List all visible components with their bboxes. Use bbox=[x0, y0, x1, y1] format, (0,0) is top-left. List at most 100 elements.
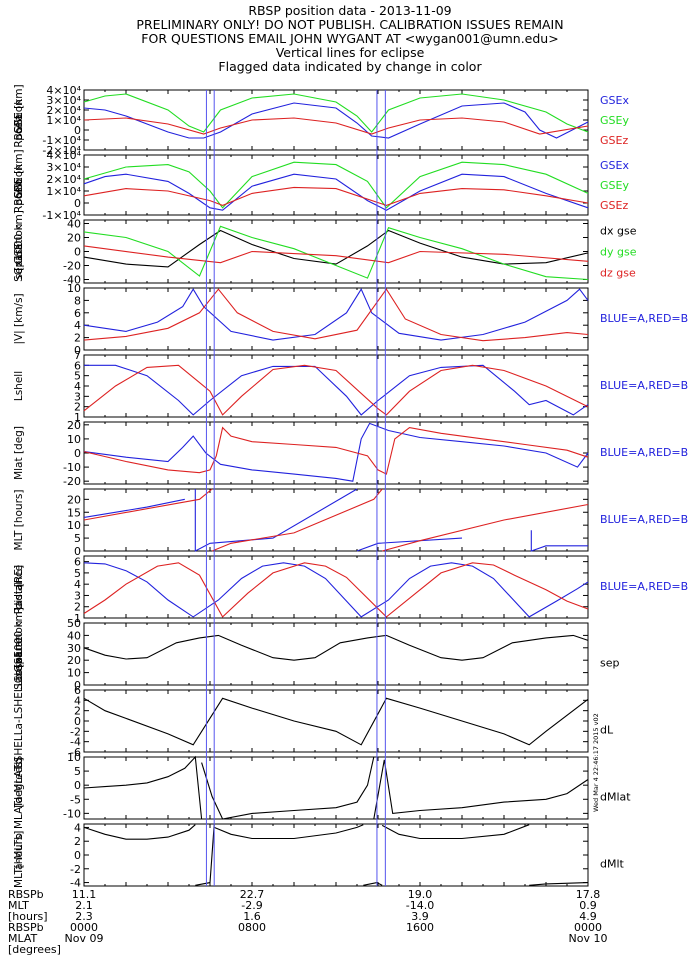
footer-value: 4.9 bbox=[579, 910, 597, 923]
y-axis-label-line: RBSPa bbox=[13, 114, 25, 147]
y-tick-label: 10 bbox=[67, 433, 81, 446]
footer-value: 22.7 bbox=[239, 888, 265, 901]
timestamp-stamp: Wed Mar 4 22:46:17 2015 v02 bbox=[592, 713, 600, 812]
panel-frame bbox=[83, 488, 589, 552]
y-tick-label: 3×10⁴ bbox=[46, 161, 81, 174]
y-tick-label: 10 bbox=[67, 751, 81, 764]
y-tick-label: 40 bbox=[67, 629, 81, 642]
footer-row-label: MLT bbox=[8, 899, 29, 912]
footer-value: Nov 09 bbox=[64, 932, 104, 945]
panel-11: 420-2-4 MLTa-MLTb[hours] dMlt bbox=[13, 821, 625, 889]
y-axis-label-line: SC GSE bbox=[13, 651, 25, 690]
y-tick-label: 5 bbox=[74, 370, 81, 383]
series-line-GSEx bbox=[83, 173, 589, 211]
y-tick-label: -1×10⁴ bbox=[42, 134, 81, 147]
y-tick-label: 10 bbox=[67, 282, 81, 295]
y-tick-label: -1×10⁴ bbox=[42, 209, 81, 222]
footer-value: -14.0 bbox=[405, 899, 435, 912]
y-tick-label: 20 bbox=[67, 493, 81, 506]
y-tick-label: -4 bbox=[70, 877, 81, 890]
header-contact: FOR QUESTIONS EMAIL JOHN WYGANT AT <wyga… bbox=[141, 31, 559, 46]
footer-value: 17.8 bbox=[575, 888, 601, 901]
y-tick-label: 0 bbox=[74, 124, 81, 137]
y-tick-label: 3 bbox=[74, 589, 81, 602]
y-tick-label: 3 bbox=[74, 390, 81, 403]
y-tick-label: 2×10⁴ bbox=[46, 104, 81, 117]
y-axis-label-line: MLATa-MLATb bbox=[13, 758, 25, 829]
y-tick-label: 20 bbox=[67, 419, 81, 432]
footer-value: 1600 bbox=[406, 921, 434, 934]
y-tick-label: 6 bbox=[74, 684, 81, 697]
footer-row-label: RBSPb bbox=[8, 921, 44, 934]
y-tick-label: -10 bbox=[63, 461, 81, 474]
y-tick-label: 4 bbox=[74, 694, 81, 707]
y-tick-label: 20 bbox=[67, 654, 81, 667]
legend-entry: GSEx bbox=[600, 159, 629, 172]
header-eclipse-note: Vertical lines for eclipse bbox=[275, 45, 425, 60]
chart-title: RBSP position data - 2013-11-09 bbox=[248, 3, 452, 18]
y-tick-label: 4 bbox=[74, 380, 81, 393]
y-tick-label: -2×10⁴ bbox=[42, 144, 81, 157]
footer-value: 0.9 bbox=[579, 899, 597, 912]
y-tick-label: 6 bbox=[74, 307, 81, 320]
y-tick-label: 0 bbox=[74, 779, 81, 792]
y-tick-label: 5 bbox=[74, 532, 81, 545]
y-tick-label: -5 bbox=[70, 793, 81, 806]
footer-value: 2.3 bbox=[75, 910, 93, 923]
y-tick-label: 0 bbox=[74, 715, 81, 728]
y-tick-label: 40 bbox=[67, 218, 81, 231]
series-line-B bbox=[83, 562, 589, 618]
panel-frame bbox=[83, 689, 589, 753]
y-axis-label: Radialdistance[RE] bbox=[13, 565, 25, 614]
legend-entry: dx gse bbox=[600, 225, 637, 238]
y-tick-label: 7 bbox=[74, 349, 81, 362]
legend-entry: BLUE=A,RED=B bbox=[600, 379, 688, 392]
y-axis-label: RBSPbpositionGSE [km] bbox=[13, 149, 25, 213]
series-line-dy-gse bbox=[83, 225, 589, 281]
series-line-dL bbox=[83, 697, 589, 746]
y-tick-label: 20 bbox=[67, 232, 81, 245]
y-tick-label: 0 bbox=[74, 447, 81, 460]
y-axis-label: Lshell bbox=[13, 371, 25, 401]
y-tick-label: -4 bbox=[70, 736, 81, 749]
footer-value: 19.0 bbox=[407, 888, 433, 901]
y-axis-label: Mlat [deg] bbox=[13, 426, 25, 480]
series-line-B bbox=[83, 488, 589, 552]
y-tick-label: -40 bbox=[63, 274, 81, 287]
y-axis-label-line: separation bbox=[13, 224, 25, 280]
y-tick-label: 5 bbox=[74, 567, 81, 580]
y-tick-label: 0 bbox=[74, 545, 81, 558]
legend-entry: dMlat bbox=[600, 790, 631, 803]
y-axis-label-line: Lshell bbox=[13, 371, 25, 401]
series-line-GSEz bbox=[83, 117, 589, 135]
y-axis-label-line: Mlat [deg] bbox=[13, 426, 25, 480]
y-tick-label: 2 bbox=[74, 705, 81, 718]
y-tick-label: -2 bbox=[70, 725, 81, 738]
series-line-GSEx bbox=[83, 102, 589, 139]
y-tick-label: -6 bbox=[70, 746, 81, 759]
y-axis-label-line: [x1000 km] bbox=[13, 210, 25, 271]
y-tick-label: 6 bbox=[74, 556, 81, 569]
y-axis-label-line: position bbox=[13, 164, 25, 206]
panel-frame bbox=[83, 154, 589, 216]
y-tick-label: 0 bbox=[74, 344, 81, 357]
series-line-B bbox=[83, 288, 589, 342]
legend-entry: dL bbox=[600, 723, 614, 736]
footer-row-label: [hours] bbox=[8, 910, 48, 923]
series-line-A bbox=[83, 422, 589, 482]
header-warning: PRELIMINARY ONLY! DO NOT PUBLISH. CALIBR… bbox=[136, 17, 564, 32]
y-tick-label: 4 bbox=[74, 821, 81, 834]
y-axis-label-line: position bbox=[13, 99, 25, 141]
series-line-GSEy bbox=[83, 161, 589, 209]
footer-value: 0000 bbox=[70, 921, 98, 934]
y-tick-label: 2 bbox=[74, 601, 81, 614]
y-tick-label: 30 bbox=[67, 642, 81, 655]
series-line-A bbox=[83, 488, 588, 552]
footer-value: 11.1 bbox=[71, 888, 97, 901]
